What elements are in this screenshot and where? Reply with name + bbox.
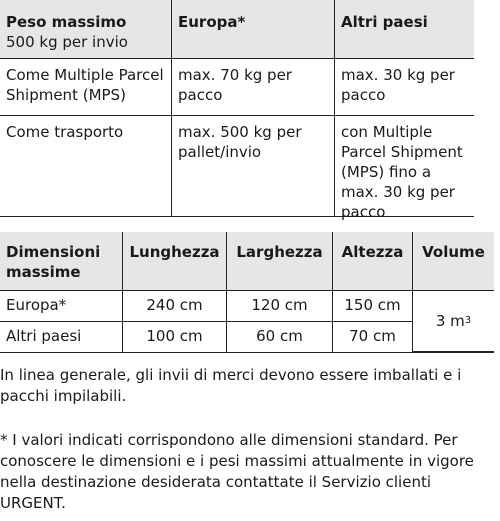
footnote: * I valori indicati corrispondono alle d…	[0, 430, 494, 514]
row-other-value: con Multiple Parcel Shipment (MPS) fino …	[334, 116, 474, 221]
dimension-table-header: Dimensioni massime Lunghezza Larghezza A…	[0, 232, 494, 291]
dimension-header-volume: Volume	[412, 232, 494, 290]
weight-header-title: Peso massimo	[6, 13, 127, 31]
weight-table: Peso massimo 500 kg per invio Europa* Al…	[0, 0, 474, 221]
footnote-text: I valori indicati corrispondono alle dim…	[0, 431, 474, 512]
footnote-marker: *	[0, 431, 13, 449]
general-note: In linea generale, gli invii di merci de…	[0, 366, 462, 405]
row-europe-value: max. 500 kg per pallet/invio	[171, 116, 334, 216]
row-label: Come Multiple Parcel Shipment (MPS)	[6, 66, 164, 104]
row-label: Altri paesi	[6, 327, 82, 345]
dimension-header-height: Altezza	[332, 232, 412, 290]
dimension-header-width: Larghezza	[226, 232, 332, 290]
weight-header-other: Altri paesi	[334, 0, 474, 58]
row-width: 60 cm	[226, 322, 332, 352]
weight-header-subtitle: 500 kg per invio	[6, 33, 128, 51]
weight-header-europe: Europa*	[171, 0, 334, 58]
row-label: Come trasporto	[6, 123, 124, 141]
row-height: 150 cm	[332, 291, 412, 321]
row-height: 70 cm	[332, 322, 412, 352]
row-length: 240 cm	[122, 291, 226, 321]
dimension-header-title: Dimensioni massime	[6, 243, 101, 281]
row-width: 120 cm	[226, 291, 332, 321]
table-row: Altri paesi 100 cm 60 cm 70 cm	[0, 322, 494, 353]
weight-table-header: Peso massimo 500 kg per invio Europa* Al…	[0, 0, 474, 59]
dimension-header-length: Lunghezza	[122, 232, 226, 290]
table-row: Come trasporto max. 500 kg per pallet/in…	[0, 116, 474, 221]
row-other-value: max. 30 kg per pacco	[334, 59, 474, 115]
volume-value: 3 m	[435, 312, 465, 330]
row-europe-value: max. 70 kg per pacco	[171, 59, 334, 115]
row-length: 100 cm	[122, 322, 226, 352]
weight-header-cell: Peso massimo 500 kg per invio	[0, 0, 171, 58]
row-label: Europa*	[6, 296, 67, 314]
table-row: Come Multiple Parcel Shipment (MPS) max.…	[0, 59, 474, 116]
